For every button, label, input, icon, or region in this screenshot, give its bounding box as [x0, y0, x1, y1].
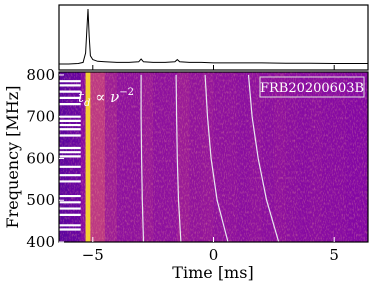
x-tick-label: 5 — [329, 246, 339, 264]
dispersion-curve — [204, 74, 229, 242]
overlay — [59, 74, 280, 242]
dm-note-sub: d — [84, 98, 90, 109]
x-tick-label: −5 — [82, 246, 104, 264]
dm-note: td ∝ ν−2 — [78, 87, 134, 109]
dm-note-base: t — [78, 88, 85, 106]
burst-label: FRB20200603B — [260, 81, 364, 96]
profile-frame — [58, 4, 369, 71]
y-tick-label: 600 — [26, 149, 55, 167]
dispersion-curve — [247, 74, 280, 242]
y-tick-label: 500 — [26, 191, 55, 209]
noise-texture — [59, 72, 368, 242]
y-axis-label: Frequency [MHz] — [3, 86, 22, 229]
dm-note-sup: −2 — [119, 87, 134, 98]
y-tick-label: 800 — [26, 66, 55, 84]
ticks: −5 0 5 400 500 600 700 800 — [26, 65, 339, 264]
y-tick-label: 700 — [26, 108, 55, 126]
x-tick-label: 0 — [209, 246, 219, 264]
dm-note-mid: ∝ ν — [90, 88, 119, 106]
x-axis-label: Time [ms] — [172, 263, 253, 282]
dispersion-curve — [140, 74, 145, 242]
y-tick-label: 400 — [26, 233, 55, 251]
profile-line — [59, 8, 368, 65]
dispersion-curve — [175, 74, 182, 242]
label-box — [259, 76, 365, 98]
